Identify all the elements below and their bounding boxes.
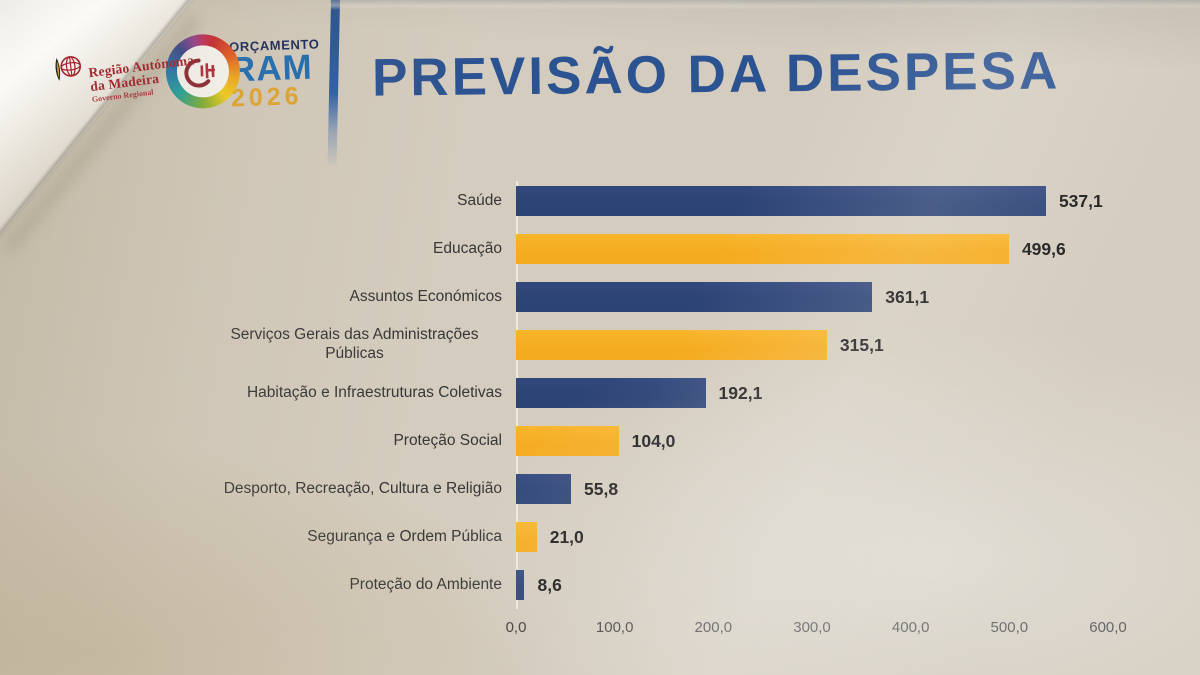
page-title: PREVISÃO DA DESPESA [371,41,1061,108]
value-label: 192,1 [718,383,763,403]
bar [516,570,525,600]
chart-row: Desporto, Recreação, Cultura e Religião 5… [0,465,1200,513]
category-label: Segurança e Ordem Pública [307,527,502,545]
madeira-crest-icon [55,56,82,81]
x-tick: 500,0 [990,619,1029,636]
chart-row: Assuntos Económicos 361,1 [0,273,1200,321]
chart-row: Educação 499,6 [0,225,1200,273]
bar [516,474,572,504]
category-label: Desporto, Recreação, Cultura e Religião [223,479,502,497]
header-divider-stripe [327,0,340,169]
category-label: Proteção do Ambiente [349,575,502,593]
bar-chart: Saúde 537,1 Educação 499,6 Assuntos Económic… [0,177,1200,636]
page-top-edge [330,0,1200,10]
x-tick: 600,0 [1089,619,1127,636]
x-tick: 300,0 [793,619,831,636]
category-label: Serviços Gerais das Administrações Públi… [230,326,479,362]
chart-rows: Saúde 537,1 Educação 499,6 Assuntos Económic… [0,177,1200,609]
chart-row: Serviços Gerais das Administrações Públi… [0,321,1200,369]
bar [516,234,1009,264]
x-tick: 400,0 [891,619,930,636]
x-tick: 100,0 [595,619,634,636]
chart-row: Proteção do Ambiente 8,6 [0,561,1200,609]
category-label: Proteção Social [393,431,502,449]
ram-logo-glyph-icon [165,33,242,110]
category-label: Habitação e Infraestruturas Coletivas [246,383,502,401]
x-axis-ticks: 0,0 100,0 200,0 300,0 400,0 500,0 600,0 [506,619,1127,641]
bar [516,330,827,360]
bar [516,522,537,552]
ram-logo-acronym: RAM [229,47,314,90]
orcamento-ram-2026-logo: ORÇAMENTO RAM 2026 [164,30,322,114]
ram-logo-text: ORÇAMENTO RAM 2026 [229,36,322,113]
value-label: 8,6 [537,575,562,595]
ram-logo-year: 2026 [230,82,303,113]
x-tick: 0,0 [505,619,527,636]
chart-row: Saúde 537,1 [0,177,1200,225]
category-label: Saúde [457,191,502,209]
chart-row: Proteção Social 104,0 [0,417,1200,465]
category-label: Assuntos Económicos [349,287,503,305]
value-label: 537,1 [1058,191,1103,211]
category-label: Educação [433,239,502,257]
value-label: 104,0 [631,431,676,451]
value-label: 361,1 [885,287,930,307]
value-label: 315,1 [839,335,884,355]
value-label: 21,0 [549,527,584,547]
madeira-government-emblem: Região Autónoma da Madeira Governo Regio… [49,38,198,108]
ram-logo-ring-icon [164,33,242,110]
value-label: 55,8 [584,479,619,499]
chart-row: Segurança e Ordem Pública 21,0 [0,513,1200,561]
chart-row: Habitação e Infraestruturas Coletivas 192… [0,369,1200,417]
bar [516,186,1046,216]
value-label: 499,6 [1021,239,1066,259]
bar [516,378,706,408]
bar [516,282,873,312]
bar [516,426,619,456]
x-tick: 200,0 [694,619,733,636]
